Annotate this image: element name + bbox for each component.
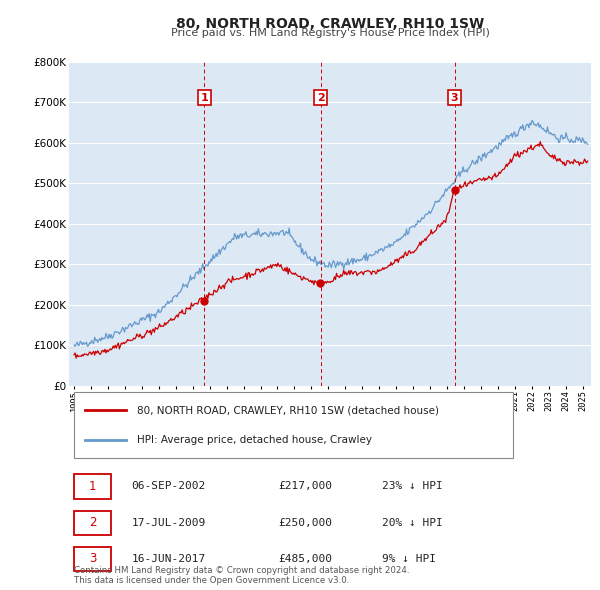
Text: 06-SEP-2002: 06-SEP-2002 xyxy=(131,481,206,491)
FancyBboxPatch shape xyxy=(74,474,111,499)
Text: 1: 1 xyxy=(89,480,96,493)
FancyBboxPatch shape xyxy=(74,510,111,535)
Text: £217,000: £217,000 xyxy=(278,481,332,491)
Text: £250,000: £250,000 xyxy=(278,517,332,527)
Text: 3: 3 xyxy=(451,93,458,103)
Text: 1: 1 xyxy=(200,93,208,103)
Text: 9% ↓ HPI: 9% ↓ HPI xyxy=(382,554,436,564)
FancyBboxPatch shape xyxy=(74,547,111,571)
Text: 2: 2 xyxy=(317,93,325,103)
Text: 17-JUL-2009: 17-JUL-2009 xyxy=(131,517,206,527)
Text: 16-JUN-2017: 16-JUN-2017 xyxy=(131,554,206,564)
Text: Contains HM Land Registry data © Crown copyright and database right 2024.
This d: Contains HM Land Registry data © Crown c… xyxy=(74,566,410,585)
Text: 80, NORTH ROAD, CRAWLEY, RH10 1SW: 80, NORTH ROAD, CRAWLEY, RH10 1SW xyxy=(176,17,484,31)
FancyBboxPatch shape xyxy=(74,392,513,458)
Text: 3: 3 xyxy=(89,552,96,565)
Text: £485,000: £485,000 xyxy=(278,554,332,564)
Text: 20% ↓ HPI: 20% ↓ HPI xyxy=(382,517,443,527)
Text: HPI: Average price, detached house, Crawley: HPI: Average price, detached house, Craw… xyxy=(137,435,372,445)
Text: 2: 2 xyxy=(89,516,96,529)
Text: Price paid vs. HM Land Registry's House Price Index (HPI): Price paid vs. HM Land Registry's House … xyxy=(170,28,490,38)
Text: 23% ↓ HPI: 23% ↓ HPI xyxy=(382,481,443,491)
Text: 80, NORTH ROAD, CRAWLEY, RH10 1SW (detached house): 80, NORTH ROAD, CRAWLEY, RH10 1SW (detac… xyxy=(137,405,439,415)
